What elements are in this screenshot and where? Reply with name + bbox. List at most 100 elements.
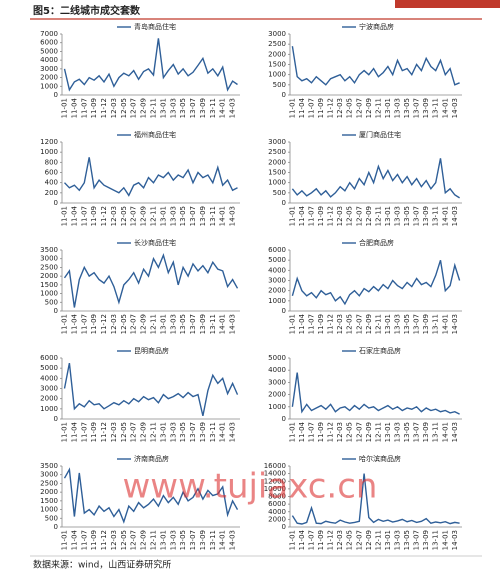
x-tick-label: 12-07 xyxy=(130,314,138,334)
x-tick-label: 13-01 xyxy=(384,530,392,550)
y-tick-label: 6000 xyxy=(268,246,286,254)
y-tick-label: 1000 xyxy=(40,82,58,90)
x-tick-label: 12-11 xyxy=(374,530,382,550)
x-tick-label: 11-12 xyxy=(100,314,108,334)
y-tick-label: 2000 xyxy=(40,272,58,280)
y-tick-label: 16000 xyxy=(264,462,286,470)
x-tick-label: 14-03 xyxy=(229,98,237,118)
y-tick-label: 500 xyxy=(273,189,286,197)
x-tick-label: 14-01 xyxy=(441,422,449,442)
x-tick-label: 13-07 xyxy=(413,314,421,334)
y-tick-label: 0 xyxy=(54,415,58,423)
x-tick-label: 13-09 xyxy=(199,530,207,550)
x-tick-label: 11-07 xyxy=(80,98,88,118)
x-tick-label: 14-01 xyxy=(219,98,227,118)
y-tick-label: 1000 xyxy=(268,403,286,411)
y-tick-label: 3500 xyxy=(40,246,58,254)
y-tick-label: 4000 xyxy=(268,366,286,374)
x-tick-label: 11-07 xyxy=(80,206,88,226)
x-tick-label: 13-09 xyxy=(199,206,207,226)
x-tick-label: 11-12 xyxy=(327,530,335,550)
x-tick-label: 11-04 xyxy=(70,97,78,118)
x-tick-label: 12-11 xyxy=(374,98,382,118)
x-tick-label: 11-12 xyxy=(327,98,335,118)
x-tick-label: 11-09 xyxy=(317,530,325,550)
x-tick-label: 13-03 xyxy=(394,98,402,118)
x-tick-label: 11-09 xyxy=(317,314,325,334)
y-tick-label: 1000 xyxy=(268,71,286,79)
x-tick-label: 13-05 xyxy=(403,206,411,226)
x-tick-label: 13-05 xyxy=(403,530,411,550)
x-tick-label: 12-11 xyxy=(149,98,157,118)
y-tick-label: 0 xyxy=(282,523,286,531)
x-tick-label: 11-04 xyxy=(298,529,306,550)
x-tick-label: 12-07 xyxy=(130,530,138,550)
series-line xyxy=(63,253,239,308)
x-tick-label: 13-05 xyxy=(403,314,411,334)
y-tick-label: 0 xyxy=(54,307,58,315)
x-tick-label: 13-07 xyxy=(189,530,197,550)
x-tick-label: 13-07 xyxy=(413,422,421,442)
y-tick-label: 0 xyxy=(282,415,286,423)
y-tick-label: 3000 xyxy=(268,378,286,386)
x-tick-label: 14-01 xyxy=(219,206,227,226)
x-tick-label: 12-07 xyxy=(130,98,138,118)
x-tick-label: 11-09 xyxy=(90,206,98,226)
x-tick-label: 11-12 xyxy=(100,98,108,118)
x-tick-label: 13-03 xyxy=(169,530,177,550)
x-tick-label: 13-03 xyxy=(169,206,177,226)
x-tick-label: 13-09 xyxy=(422,206,430,226)
x-tick-label: 13-11 xyxy=(432,422,440,442)
x-tick-label: 13-11 xyxy=(209,422,217,442)
x-tick-label: 12-03 xyxy=(110,530,118,550)
x-tick-label: 11-07 xyxy=(308,314,316,334)
x-tick-label: 12-09 xyxy=(365,422,373,442)
x-tick-label: 14-01 xyxy=(441,98,449,118)
x-tick-label: 12-05 xyxy=(346,98,354,118)
x-tick-label: 13-01 xyxy=(384,314,392,334)
y-tick-label: 5000 xyxy=(268,256,286,264)
x-tick-label: 11-01 xyxy=(60,422,68,442)
x-tick-label: 12-09 xyxy=(140,530,148,550)
y-tick-label: 1000 xyxy=(40,290,58,298)
x-tick-label: 13-03 xyxy=(394,206,402,226)
x-tick-label: 13-05 xyxy=(403,422,411,442)
legend-label: 石家庄商品房 xyxy=(359,346,401,355)
x-tick-label: 12-03 xyxy=(110,314,118,334)
y-tick-label: 1000 xyxy=(40,506,58,514)
x-tick-label: 14-03 xyxy=(229,206,237,226)
x-tick-label: 11-04 xyxy=(298,205,306,226)
y-tick-label: 3000 xyxy=(40,385,58,393)
x-tick-label: 12-11 xyxy=(149,530,157,550)
x-tick-label: 11-07 xyxy=(308,98,316,118)
x-tick-label: 12-07 xyxy=(130,422,138,442)
x-tick-label: 12-07 xyxy=(130,206,138,226)
legend-label: 长沙商品住宅 xyxy=(134,238,176,247)
x-tick-label: 14-03 xyxy=(229,530,237,550)
y-tick-label: 12000 xyxy=(264,477,286,485)
x-tick-label: 11-04 xyxy=(70,313,78,334)
x-tick-label: 11-04 xyxy=(298,97,306,118)
x-tick-label: 11-09 xyxy=(317,206,325,226)
x-tick-label: 12-07 xyxy=(355,206,363,226)
x-tick-label: 14-03 xyxy=(451,314,459,334)
y-tick-label: 8000 xyxy=(268,493,286,501)
x-tick-label: 13-11 xyxy=(432,314,440,334)
y-tick-label: 3000 xyxy=(40,255,58,263)
x-tick-label: 11-07 xyxy=(80,422,88,442)
y-tick-label: 2500 xyxy=(268,148,286,156)
logo-band xyxy=(395,0,500,8)
x-tick-label: 13-11 xyxy=(209,98,217,118)
x-tick-label: 13-11 xyxy=(432,530,440,550)
x-tick-label: 14-03 xyxy=(451,530,459,550)
x-tick-label: 12-03 xyxy=(336,422,344,442)
x-tick-label: 13-01 xyxy=(384,98,392,118)
x-tick-label: 11-04 xyxy=(298,421,306,442)
y-tick-label: 500 xyxy=(273,81,286,89)
x-tick-label: 12-05 xyxy=(346,314,354,334)
x-tick-label: 14-01 xyxy=(219,530,227,550)
x-tick-label: 11-01 xyxy=(288,206,296,226)
x-tick-label: 12-07 xyxy=(355,530,363,550)
